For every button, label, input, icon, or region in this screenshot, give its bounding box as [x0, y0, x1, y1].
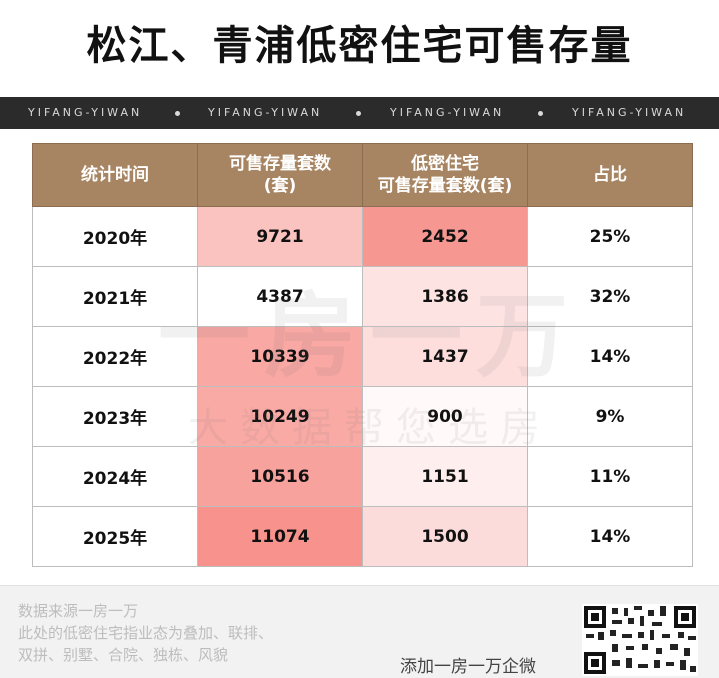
footer: 数据来源一房一万 此处的低密住宅指业态为叠加、联排、 双拼、别墅、合院、独栋、风…	[0, 585, 719, 678]
band-label: YIFANG-YIWAN	[208, 106, 323, 119]
year-cell: 2023年	[32, 386, 198, 447]
table-row: 2020年 9721 2452 25%	[32, 206, 693, 267]
dot-icon	[356, 111, 361, 116]
dot-icon	[175, 111, 180, 116]
header-cell-ratio: 占比	[527, 143, 693, 207]
total-cell: 4387	[197, 266, 363, 327]
table-row: 2025年 11074 1500 14%	[32, 506, 693, 567]
year-cell: 2020年	[32, 206, 198, 267]
page-title: 松江、青浦低密住宅可售存量	[86, 23, 633, 69]
data-table-wrap: 统计时间 可售存量套数 (套) 低密住宅 可售存量套数(套) 占比 2020年 972…	[32, 143, 693, 567]
header-cell-time: 统计时间	[32, 143, 198, 207]
table-row: 2023年 10249 900 9%	[32, 386, 693, 447]
table-row: 2024年 10516 1151 11%	[32, 446, 693, 507]
ratio-cell: 9%	[527, 386, 693, 447]
lowdensity-cell: 2452	[362, 206, 528, 267]
ratio-cell: 32%	[527, 266, 693, 327]
header-cell-lowdensity: 低密住宅 可售存量套数(套)	[362, 143, 528, 207]
dot-icon	[538, 111, 543, 116]
total-cell: 9721	[197, 206, 363, 267]
qr-code-icon[interactable]	[582, 604, 698, 676]
ratio-cell: 25%	[527, 206, 693, 267]
ratio-cell: 14%	[527, 326, 693, 387]
table-row: 2021年 4387 1386 32%	[32, 266, 693, 327]
lowdensity-cell: 1151	[362, 446, 528, 507]
band-label: YIFANG-YIWAN	[28, 106, 143, 119]
source-line: 双拼、别墅、合院、独栋、风貌	[18, 646, 229, 664]
inventory-table: 统计时间 可售存量套数 (套) 低密住宅 可售存量套数(套) 占比 2020年 972…	[32, 143, 693, 567]
lowdensity-cell: 1500	[362, 506, 528, 567]
total-cell: 11074	[197, 506, 363, 567]
total-cell: 10339	[197, 326, 363, 387]
lowdensity-cell: 900	[362, 386, 528, 447]
source-line: 数据来源一房一万	[18, 602, 139, 620]
table-header-row: 统计时间 可售存量套数 (套) 低密住宅 可售存量套数(套) 占比	[32, 143, 693, 207]
ratio-cell: 11%	[527, 446, 693, 507]
year-cell: 2024年	[32, 446, 198, 507]
lowdensity-cell: 1437	[362, 326, 528, 387]
total-cell: 10249	[197, 386, 363, 447]
total-cell: 10516	[197, 446, 363, 507]
table-row: 2022年 10339 1437 14%	[32, 326, 693, 387]
header-cell-total: 可售存量套数 (套)	[197, 143, 363, 207]
ratio-cell: 14%	[527, 506, 693, 567]
band-label: YIFANG-YIWAN	[390, 106, 505, 119]
year-cell: 2022年	[32, 326, 198, 387]
lowdensity-cell: 1386	[362, 266, 528, 327]
brand-band: YIFANG-YIWAN YIFANG-YIWAN YIFANG-YIWAN Y…	[0, 97, 719, 129]
watermark-logo: 一房一万	[157, 283, 582, 390]
year-cell: 2025年	[32, 506, 198, 567]
watermark-slogan: 大数据帮您选房	[188, 405, 552, 451]
add-wechat-text: 添加一房一万企微	[400, 657, 536, 677]
band-label: YIFANG-YIWAN	[572, 106, 687, 119]
source-note: 数据来源一房一万 此处的低密住宅指业态为叠加、联排、 双拼、别墅、合院、独栋、风…	[18, 600, 378, 666]
source-line: 此处的低密住宅指业态为叠加、联排、	[18, 624, 274, 642]
